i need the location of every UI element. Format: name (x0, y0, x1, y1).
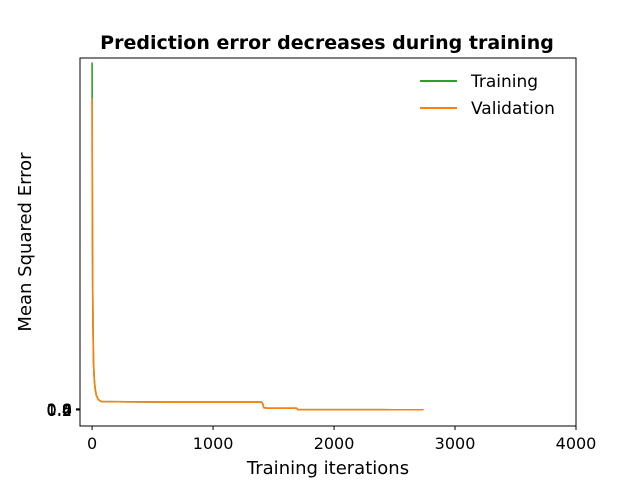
legend-label-validation: Validation (471, 99, 555, 119)
y-tick-label: 0.8 (47, 400, 72, 419)
chart-title: Prediction error decreases during traini… (100, 32, 554, 54)
y-tick-label: 0.2 (47, 401, 72, 420)
x-tick-label: 4000 (556, 434, 597, 453)
plot-area (91, 62, 424, 411)
y-axis-label: Mean Squared Error (15, 152, 36, 332)
x-axis-ticks: 0 1000 2000 3000 4000 (87, 426, 596, 453)
y-tick-label: 0.6 (47, 400, 72, 419)
x-tick-label: 1000 (193, 434, 234, 453)
series-line-validation (91, 98, 424, 411)
y-axis-ticks: 0.00.20.40.60.81.0 (47, 400, 80, 420)
x-tick-label: 3000 (435, 434, 476, 453)
plot-frame (79, 57, 577, 427)
y-tick-label: 1.0 (47, 400, 72, 419)
x-axis-label: Training iterations (246, 458, 409, 479)
y-tick-label: 0.4 (47, 401, 72, 420)
legend: Training Validation (420, 72, 555, 119)
x-tick-label: 0 (87, 434, 97, 453)
series-line-training (91, 62, 424, 411)
x-tick-label: 2000 (314, 434, 355, 453)
legend-label-training: Training (470, 72, 538, 92)
y-tick-label: 0.0 (47, 401, 72, 420)
